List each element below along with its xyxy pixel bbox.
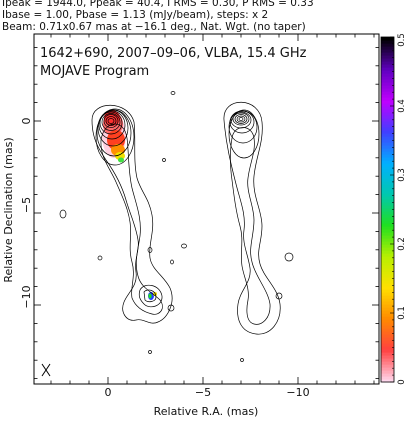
header-line-2: Ibase = 1.00, Pbase = 1.13 (mJy/beam), s… <box>2 9 269 21</box>
header-line-3: Beam: 0.71x0.67 mas at −16.1 deg., Nat. … <box>2 21 306 33</box>
colorbar-ticks <box>390 36 394 383</box>
x-tick-label-0: 0 <box>105 386 112 399</box>
header-line-1: Ipeak = 1944.0, Ppeak = 40.4, I RMS = 0.… <box>2 0 314 9</box>
colorbar-tick-label-3: 0.3 <box>397 168 407 182</box>
x-axis-label: Relative R.A. (mas) <box>154 405 259 418</box>
colorbar-tick-label-2: 0.2 <box>397 237 407 251</box>
y-tick-label-2: −10 <box>20 285 33 308</box>
colorbar <box>381 37 394 383</box>
beam-symbol <box>41 363 51 377</box>
plot-frame <box>33 33 380 385</box>
y-tick-label-0: 0 <box>20 118 33 125</box>
colorbar-tick-label-0: 0 <box>397 379 407 384</box>
left-panel-color-emission <box>102 110 157 300</box>
x-tick-label-1: −5 <box>195 386 211 399</box>
map-title: 1642+690, 2007–09–06, VLBA, 15.4 GHz <box>40 46 307 61</box>
colorbar-tick-label-5: 0.5 <box>397 33 407 47</box>
colorbar-tick-label-4: 0.4 <box>397 99 407 113</box>
left-panel-contours <box>59 91 187 354</box>
axis-ticks <box>34 34 379 384</box>
y-axis-label: Relative Declination (mas) <box>2 137 15 282</box>
right-panel-contours <box>223 101 294 362</box>
map-subtitle: MOJAVE Program <box>40 64 149 79</box>
colorbar-tick-label-1: 0.1 <box>397 306 407 320</box>
y-tick-label-1: −5 <box>20 197 33 213</box>
x-tick-label-2: −10 <box>286 386 309 399</box>
